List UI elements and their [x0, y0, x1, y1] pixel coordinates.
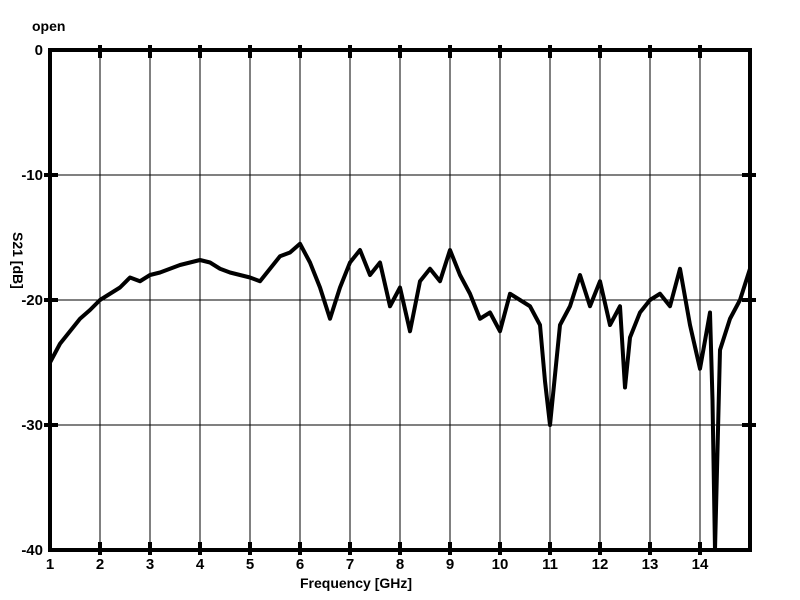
x-tick-label: 3	[146, 556, 154, 573]
x-tick-label: 2	[96, 556, 104, 573]
y-axis-label: S21 [dB]	[10, 232, 26, 289]
x-tick-label: 5	[246, 556, 254, 573]
y-tick-label: -20	[21, 292, 43, 309]
y-tick-label: -30	[21, 417, 43, 434]
chart-title: open	[32, 18, 66, 34]
x-tick-label: 1	[46, 556, 54, 573]
plot-frame	[48, 48, 752, 552]
series-line	[48, 241, 752, 552]
x-tick-label: 6	[296, 556, 304, 573]
x-tick-label: 14	[692, 556, 709, 573]
x-tick-label: 8	[396, 556, 404, 573]
x-tick-label: 9	[446, 556, 454, 573]
x-tick-label: 7	[346, 556, 354, 573]
x-tick-label: 4	[196, 556, 205, 573]
x-tick-label: 11	[542, 556, 558, 573]
x-axis-label: Frequency [GHz]	[300, 575, 413, 591]
s21-line	[48, 241, 752, 552]
ticks: 1 2 3 4 5 6 7 8 9 10 11 12 13 140-10-20-30-40	[21, 42, 756, 573]
y-tick-label: 0	[35, 42, 43, 59]
x-tick-label: 12	[592, 556, 609, 573]
x-tick-label: 10	[492, 556, 509, 573]
y-tick-label: -40	[21, 542, 43, 559]
y-tick-label: -10	[21, 167, 43, 184]
x-tick-label: 13	[642, 556, 659, 573]
grid	[50, 50, 750, 550]
